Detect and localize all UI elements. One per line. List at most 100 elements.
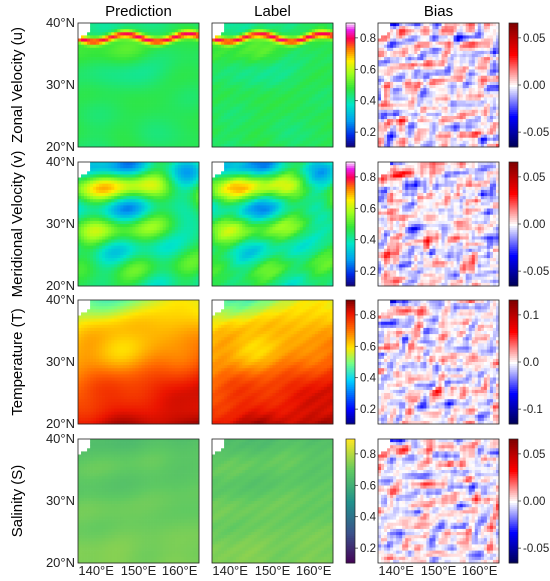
heatmap-cell [169,94,172,97]
heatmap-cell [78,91,81,94]
heatmap-cell [236,116,239,119]
heatmap-cell [460,88,463,91]
heatmap-cell [276,138,279,141]
heatmap-cell [420,48,423,51]
heatmap-cell [417,26,420,29]
heatmap-cell [260,42,263,45]
heatmap-cell [303,132,306,135]
heatmap-cell [429,94,432,97]
heatmap-cell [190,66,193,69]
heatmap-cell [269,119,272,122]
heatmap-cell [484,45,487,48]
heatmap-cell [81,252,84,255]
heatmap-cell [215,97,218,100]
heatmap-cell [248,85,251,88]
heatmap-cell [448,113,451,116]
heatmap-cell [451,42,454,45]
heatmap-cell [114,45,117,48]
heatmap-cell [426,138,429,141]
heatmap-cell [233,79,236,82]
heatmap-cell [108,32,111,35]
heatmap-cell [178,135,181,138]
heatmap-cell [288,141,291,144]
heatmap-cell [390,113,393,116]
heatmap-cell [148,63,151,66]
heatmap-cell [78,209,81,212]
heatmap-cell [266,51,269,54]
heatmap-cell [215,104,218,107]
heatmap-cell [405,48,408,51]
heatmap-cell [93,138,96,141]
heatmap-cell [93,88,96,91]
heatmap-cell [248,128,251,131]
heatmap-cell [99,26,102,29]
heatmap-cell [84,184,87,187]
heatmap-cell [318,73,321,76]
heatmap-cell [90,165,93,168]
heatmap-cell [487,110,490,113]
heatmap-cell [327,51,330,54]
heatmap-cell [414,51,417,54]
heatmap-cell [163,51,166,54]
heatmap-cell [102,66,105,69]
heatmap-cell [493,97,496,100]
heatmap-cell [263,116,266,119]
heatmap-cell [405,26,408,29]
heatmap-cell [399,141,402,144]
heatmap-cell [129,48,132,51]
heatmap-cell [399,88,402,91]
heatmap-cell [390,122,393,125]
heatmap-cell [260,39,263,42]
heatmap-cell [291,122,294,125]
heatmap-cell [288,125,291,128]
heatmap-cell [233,116,236,119]
heatmap-cell [233,26,236,29]
heatmap-cell [132,135,135,138]
heatmap-cell [478,32,481,35]
heatmap-cell [408,57,411,60]
heatmap-cell [81,125,84,128]
heatmap-cell [327,94,330,97]
heatmap-cell [87,73,90,76]
heatmap-cell [154,26,157,29]
heatmap-cell [387,66,390,69]
heatmap-cell [154,66,157,69]
heatmap-cell [378,76,381,79]
heatmap-cell [175,135,178,138]
heatmap-cell [108,122,111,125]
heatmap-cell [239,94,242,97]
heatmap-cell [178,101,181,104]
heatmap-cell [120,60,123,63]
heatmap-cell [300,35,303,38]
heatmap-cell [402,66,405,69]
heatmap-cell [190,76,193,79]
heatmap-cell [426,60,429,63]
heatmap-cell [78,82,81,85]
heatmap-cell [230,73,233,76]
heatmap-cell [169,63,172,66]
heatmap-cell [221,42,224,45]
heatmap-cell [187,119,190,122]
heatmap-cell [387,116,390,119]
heatmap-cell [451,54,454,57]
heatmap-cell [315,113,318,116]
heatmap-cell [399,128,402,131]
heatmap-cell [160,82,163,85]
heatmap-cell [227,82,230,85]
heatmap-cell [315,42,318,45]
heatmap-cell [448,85,451,88]
heatmap-cell [163,125,166,128]
heatmap-cell [466,66,469,69]
heatmap-cell [327,107,330,110]
heatmap-cell [151,42,154,45]
heatmap-cell [399,79,402,82]
heatmap-cell [96,110,99,113]
heatmap-cell [487,97,490,100]
heatmap-cell [93,94,96,97]
heatmap-cell [417,42,420,45]
heatmap-cell [466,35,469,38]
heatmap-cell [81,104,84,107]
heatmap-cell [160,101,163,104]
heatmap-cell [81,42,84,45]
heatmap-cell [236,23,239,26]
